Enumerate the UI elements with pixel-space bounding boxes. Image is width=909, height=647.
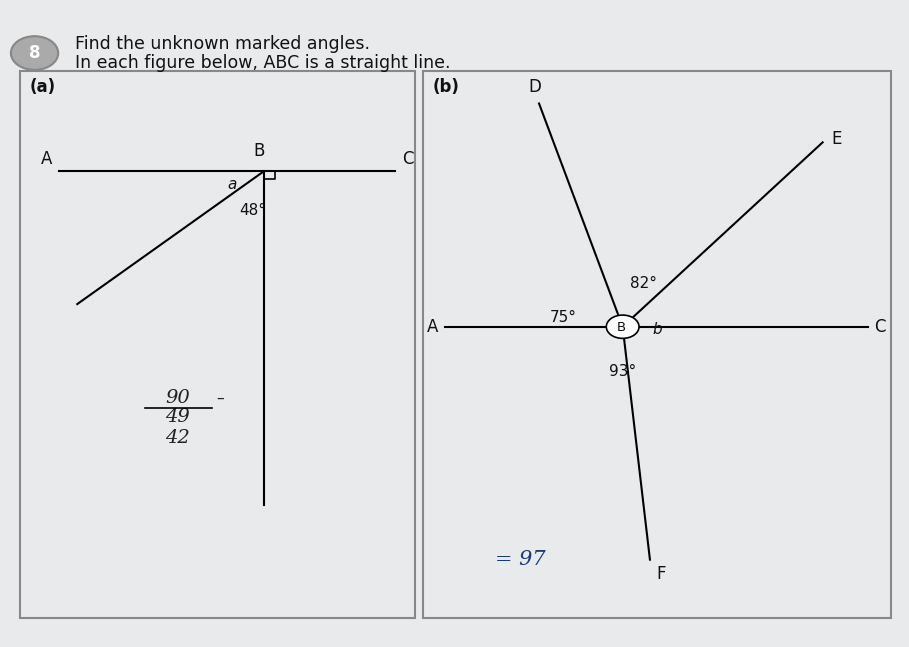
Text: 82°: 82° [630, 276, 657, 291]
Text: In each figure below, ABC is a straight line.: In each figure below, ABC is a straight … [75, 54, 450, 72]
Text: Find the unknown marked angles.: Find the unknown marked angles. [75, 35, 370, 53]
Text: 42: 42 [165, 429, 190, 447]
Text: (a): (a) [30, 78, 56, 96]
FancyBboxPatch shape [20, 71, 415, 618]
Text: 93°: 93° [609, 364, 636, 379]
Text: C: C [874, 318, 886, 336]
Text: –: – [216, 390, 224, 406]
Text: B: B [254, 142, 265, 160]
Text: (b): (b) [433, 78, 460, 96]
Text: 75°: 75° [550, 309, 577, 325]
Text: F: F [656, 565, 665, 583]
Circle shape [11, 36, 58, 70]
Text: 90: 90 [165, 389, 190, 407]
Text: A: A [40, 149, 52, 168]
Text: b: b [653, 322, 663, 338]
Circle shape [606, 315, 639, 338]
Text: A: A [426, 318, 438, 336]
Text: = 97: = 97 [495, 550, 546, 569]
FancyBboxPatch shape [423, 71, 891, 618]
Text: C: C [402, 149, 414, 168]
Text: B: B [617, 321, 626, 334]
Text: D: D [528, 78, 541, 96]
Text: 8: 8 [29, 44, 40, 62]
Text: 49: 49 [165, 408, 190, 426]
Text: a: a [227, 177, 236, 192]
Text: 48°: 48° [239, 203, 266, 217]
Text: E: E [832, 130, 842, 148]
